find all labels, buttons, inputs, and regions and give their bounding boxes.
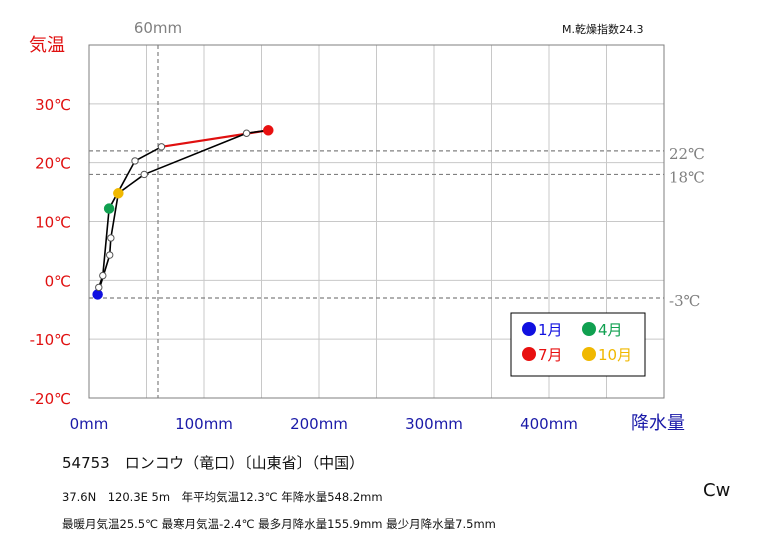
climate-class: Cw	[703, 480, 731, 501]
legend-marker-7	[522, 347, 536, 361]
legend-label-10: 10月	[598, 346, 632, 364]
reference-label-temp: -3℃	[669, 292, 700, 310]
plot-frame	[88, 44, 665, 399]
month-point-10	[113, 188, 124, 199]
month-point-2	[95, 283, 103, 292]
reference-label-temp: 18℃	[669, 168, 705, 186]
legend-box	[510, 312, 646, 377]
month-point-9	[140, 170, 148, 179]
curve-segment-9-10	[117, 173, 145, 195]
reference-lines: 60mm 22℃ 18℃ -3℃	[89, 19, 705, 398]
month-points	[92, 125, 274, 300]
legend-label-4: 4月	[598, 321, 623, 339]
y-tick-label: -10℃	[30, 331, 71, 349]
reference-label-60mm: 60mm	[134, 19, 182, 37]
curve-segment-8-9	[143, 132, 248, 176]
x-tick-label: 300mm	[405, 415, 463, 433]
station-extremes-summary: 最暖月気温25.5℃ 最寒月気温-2.4℃ 最多月降水量155.9mm 最少月降…	[62, 517, 496, 531]
x-tick-label: 0mm	[70, 415, 109, 433]
legend-marker-10	[582, 347, 596, 361]
y-tick-label: 0℃	[45, 272, 71, 290]
y-tick-label: 10℃	[35, 214, 71, 232]
month-point-12	[106, 251, 114, 259]
reference-label-temp: 22℃	[669, 145, 705, 163]
month-point-8	[242, 129, 251, 137]
station-title: 54753 ロンコウ（竜口）〔山東省〕（中国）	[62, 454, 365, 472]
y-axis-title: 気温	[29, 35, 65, 56]
tick-labels: 30℃ 20℃ 10℃ 0℃ -10℃ -20℃ 0mm 100mm 200mm 300mm 400…	[30, 96, 578, 433]
legend-label-7: 7月	[538, 346, 563, 364]
curve-segment-5-6	[134, 145, 163, 162]
curve-segment-3-4	[102, 207, 110, 277]
legend: 1月 4月 7月 10月	[510, 312, 646, 377]
month-point-6	[157, 143, 166, 151]
month-point-3	[99, 271, 107, 280]
curve-segment-4-5	[108, 160, 136, 210]
month-point-1	[92, 289, 103, 300]
month-point-11	[107, 234, 115, 242]
x-tick-label: 400mm	[520, 415, 578, 433]
x-axis-title: 降水量	[631, 413, 685, 434]
station-location-summary: 37.6N 120.3E 5m 年平均気温12.3℃ 年降水量548.2mm	[62, 490, 383, 504]
dryness-index: M.乾燥指数24.3	[562, 22, 643, 36]
y-tick-label: 20℃	[35, 155, 71, 173]
y-tick-label: -20℃	[30, 390, 71, 408]
month-point-7	[263, 125, 274, 136]
month-point-4	[103, 203, 115, 214]
curve-segment-10-11	[110, 192, 120, 239]
legend-marker-4	[582, 322, 596, 336]
legend-label-1: 1月	[538, 321, 563, 339]
month-point-5	[131, 157, 139, 165]
climate-curve	[96, 129, 270, 296]
x-tick-label: 100mm	[175, 415, 233, 433]
legend-marker-1	[522, 322, 536, 336]
x-tick-label: 200mm	[290, 415, 348, 433]
y-tick-label: 30℃	[35, 96, 71, 114]
